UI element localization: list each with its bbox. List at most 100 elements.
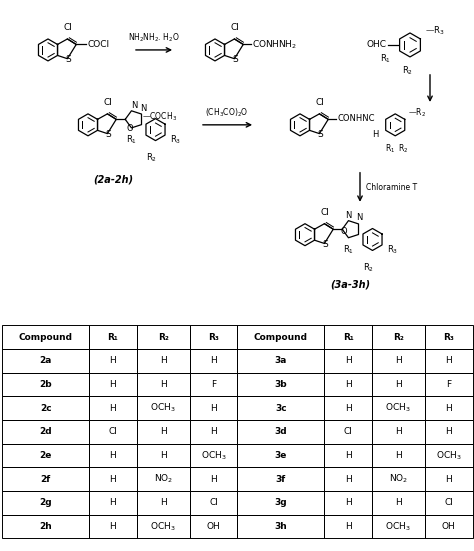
Text: R$_2$: R$_2$ xyxy=(146,152,157,164)
Bar xyxy=(2,396,89,420)
Bar xyxy=(190,325,237,349)
Bar xyxy=(425,420,473,444)
Text: H: H xyxy=(109,380,116,389)
Bar xyxy=(425,396,473,420)
Bar xyxy=(372,444,425,467)
Text: Compound: Compound xyxy=(18,333,73,342)
Text: 2e: 2e xyxy=(39,451,52,460)
Text: H: H xyxy=(345,380,351,389)
Text: —COCH$_3$: —COCH$_3$ xyxy=(142,110,177,123)
Text: R$_1$: R$_1$ xyxy=(127,133,137,146)
Text: R₁: R₁ xyxy=(108,333,118,342)
Bar xyxy=(89,396,137,420)
Bar xyxy=(425,349,473,372)
Bar xyxy=(324,444,372,467)
Text: H: H xyxy=(395,356,401,365)
Text: Cl: Cl xyxy=(209,498,218,507)
Bar xyxy=(324,325,372,349)
Text: 2h: 2h xyxy=(39,522,52,531)
Text: R$_3$: R$_3$ xyxy=(170,133,181,146)
Text: H: H xyxy=(395,498,401,507)
Text: R$_3$: R$_3$ xyxy=(386,243,398,256)
Bar xyxy=(2,467,89,491)
Text: H: H xyxy=(109,451,116,460)
Text: CONHNH$_2$: CONHNH$_2$ xyxy=(252,38,297,51)
Bar xyxy=(237,444,324,467)
Text: H: H xyxy=(345,498,351,507)
Bar xyxy=(372,396,425,420)
Bar xyxy=(237,420,324,444)
Text: OCH$_3$: OCH$_3$ xyxy=(150,520,176,533)
Bar xyxy=(190,420,237,444)
Bar xyxy=(2,325,89,349)
Bar xyxy=(324,372,372,396)
Bar xyxy=(137,396,190,420)
Text: OCH$_3$: OCH$_3$ xyxy=(201,449,227,462)
Text: 2b: 2b xyxy=(39,380,52,389)
Text: R$_1$: R$_1$ xyxy=(385,143,395,155)
Text: —R$_2$: —R$_2$ xyxy=(408,106,426,119)
Text: R$_2$: R$_2$ xyxy=(402,65,413,77)
Bar xyxy=(89,491,137,515)
Bar xyxy=(324,515,372,538)
Text: S: S xyxy=(106,130,111,139)
Bar xyxy=(137,420,190,444)
Bar xyxy=(372,491,425,515)
Bar xyxy=(237,325,324,349)
Text: R$_2$: R$_2$ xyxy=(398,143,409,155)
Bar xyxy=(137,467,190,491)
Bar xyxy=(425,491,473,515)
Text: S: S xyxy=(322,240,328,249)
Text: N: N xyxy=(131,101,137,110)
Text: H: H xyxy=(210,428,217,436)
Bar xyxy=(190,444,237,467)
Text: H: H xyxy=(210,404,217,413)
Text: F: F xyxy=(446,380,451,389)
Text: Cl: Cl xyxy=(444,498,453,507)
Bar xyxy=(89,349,137,372)
Text: 2d: 2d xyxy=(39,428,52,436)
Bar xyxy=(2,515,89,538)
Text: N: N xyxy=(140,104,147,113)
Text: OH: OH xyxy=(442,522,456,531)
Text: 3c: 3c xyxy=(275,404,287,413)
Text: Cl: Cl xyxy=(316,98,325,107)
Text: OCH$_3$: OCH$_3$ xyxy=(150,402,176,414)
Text: H: H xyxy=(109,404,116,413)
Bar xyxy=(137,491,190,515)
Text: NO$_2$: NO$_2$ xyxy=(389,473,408,485)
Bar xyxy=(425,444,473,467)
Text: H: H xyxy=(160,356,166,365)
Bar xyxy=(324,396,372,420)
Text: H: H xyxy=(109,474,116,484)
Bar xyxy=(190,372,237,396)
Text: 2a: 2a xyxy=(39,356,52,365)
Text: OH: OH xyxy=(207,522,220,531)
Text: OHC: OHC xyxy=(367,40,387,50)
Bar xyxy=(425,515,473,538)
Bar xyxy=(372,420,425,444)
Bar xyxy=(190,396,237,420)
Bar xyxy=(89,444,137,467)
Text: 2g: 2g xyxy=(39,498,52,507)
Text: H: H xyxy=(372,130,378,139)
Text: 2c: 2c xyxy=(40,404,52,413)
Text: 2f: 2f xyxy=(40,474,51,484)
Bar xyxy=(89,467,137,491)
Text: H: H xyxy=(160,498,166,507)
Bar xyxy=(237,491,324,515)
Bar xyxy=(2,349,89,372)
Text: H: H xyxy=(109,498,116,507)
Bar xyxy=(190,515,237,538)
Text: S: S xyxy=(318,130,323,139)
Text: F: F xyxy=(211,380,216,389)
Bar xyxy=(2,491,89,515)
Text: R₃: R₃ xyxy=(443,333,454,342)
Text: H: H xyxy=(345,356,351,365)
Text: 3b: 3b xyxy=(274,380,287,389)
Bar xyxy=(137,325,190,349)
Text: H: H xyxy=(345,404,351,413)
Text: Cl: Cl xyxy=(109,428,118,436)
Bar xyxy=(89,325,137,349)
Bar xyxy=(190,467,237,491)
